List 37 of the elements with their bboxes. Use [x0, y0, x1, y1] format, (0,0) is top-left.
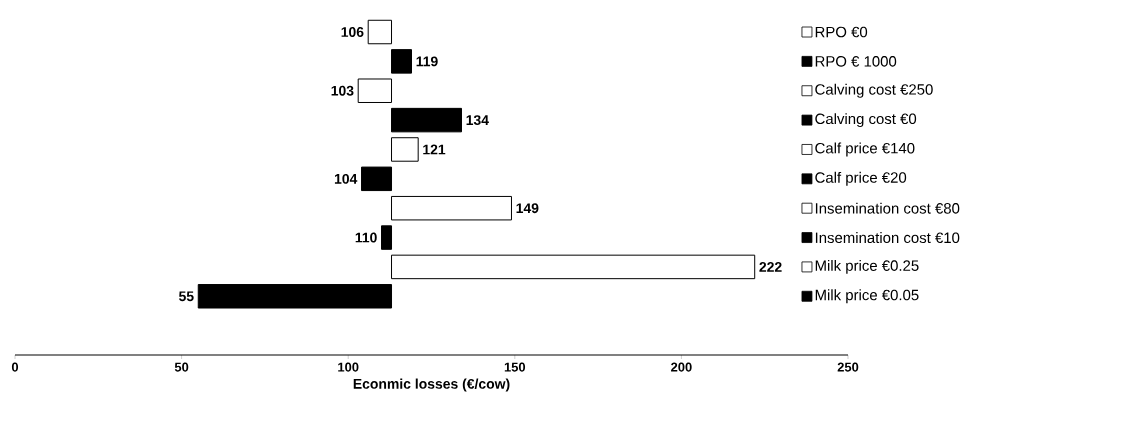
- y-tick-label: Calving cost €0: [815, 113, 917, 128]
- y-tick-label: Milk price €0.05: [815, 289, 919, 304]
- bar: [197, 284, 393, 309]
- y-tick-label: RPO € 1000: [815, 56, 897, 67]
- bar: [391, 254, 756, 280]
- data-label: 149: [516, 203, 539, 214]
- data-label: 119: [416, 56, 438, 67]
- bar: [391, 137, 419, 162]
- data-label: 106: [341, 27, 364, 37]
- data-label: 134: [466, 115, 489, 126]
- bar: [391, 107, 462, 133]
- x-tick-label: 100: [338, 362, 359, 372]
- x-tick-label: 50: [174, 362, 189, 372]
- bar: [367, 19, 393, 45]
- y-tick-label: Insemination cost €10: [815, 232, 960, 244]
- y-tick-label: Calf price €20: [815, 171, 907, 186]
- bar: [357, 78, 393, 103]
- bar: [391, 195, 512, 221]
- y-tick-label: Insemination cost €80: [815, 202, 960, 214]
- data-label: 55: [178, 291, 194, 302]
- y-tick-label: Calf price €140: [815, 142, 915, 157]
- x-tick-label: 150: [504, 362, 526, 372]
- x-tick-label: 0: [11, 362, 19, 372]
- y-tick-label: Calving cost €250: [815, 83, 933, 98]
- data-label: 110: [355, 232, 377, 243]
- data-label: 121: [423, 144, 446, 155]
- x-axis-title: Econmic losses (€/cow): [353, 378, 510, 392]
- y-tick-label: Milk price €0.25: [815, 259, 919, 274]
- x-tick-label: 250: [837, 362, 859, 372]
- data-label: 104: [334, 173, 358, 184]
- x-tick-label: 200: [671, 362, 692, 372]
- y-tick-label: RPO €0: [815, 26, 868, 38]
- bar: [381, 225, 393, 250]
- bar: [391, 49, 413, 74]
- bar: [361, 166, 393, 192]
- data-label: 103: [331, 85, 354, 96]
- data-label: 222: [759, 262, 782, 272]
